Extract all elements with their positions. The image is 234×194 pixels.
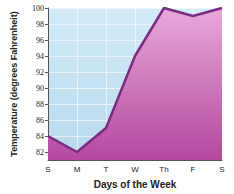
svg-text:Days of the Week: Days of the Week bbox=[94, 179, 177, 190]
svg-text:92: 92 bbox=[36, 68, 44, 77]
svg-text:90: 90 bbox=[36, 84, 44, 93]
svg-text:86: 86 bbox=[36, 116, 44, 125]
svg-text:84: 84 bbox=[36, 132, 44, 141]
svg-text:Temperature (degrees Fahrenhei: Temperature (degrees Fahrenheit) bbox=[9, 11, 19, 156]
svg-text:96: 96 bbox=[36, 36, 44, 45]
svg-text:100: 100 bbox=[32, 4, 44, 13]
svg-text:M: M bbox=[74, 165, 81, 174]
svg-text:94: 94 bbox=[36, 52, 44, 61]
svg-text:W: W bbox=[131, 165, 139, 174]
svg-text:82: 82 bbox=[36, 148, 44, 157]
svg-text:98: 98 bbox=[36, 20, 44, 29]
svg-text:T: T bbox=[104, 165, 109, 174]
svg-text:88: 88 bbox=[36, 100, 44, 109]
svg-text:Th: Th bbox=[159, 165, 168, 174]
svg-text:S: S bbox=[219, 165, 224, 174]
svg-text:S: S bbox=[45, 165, 50, 174]
svg-text:F: F bbox=[191, 165, 196, 174]
